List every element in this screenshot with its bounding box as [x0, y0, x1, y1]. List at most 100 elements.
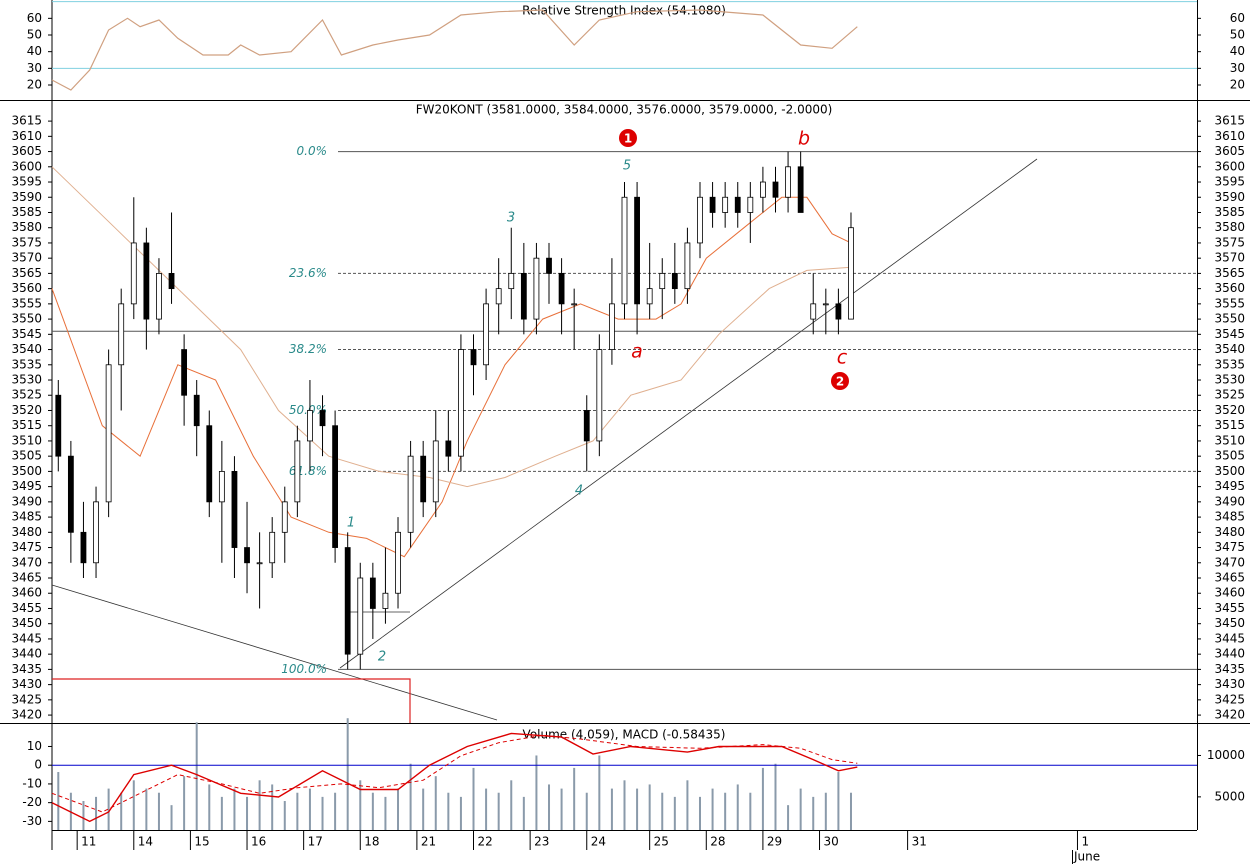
volume-bar — [485, 788, 488, 830]
y-tick-label: -20 — [22, 795, 42, 809]
macd-line — [51, 734, 858, 813]
candle-body — [181, 349, 188, 396]
y-tick-label: 3445 — [11, 631, 42, 645]
candle-body — [835, 303, 842, 320]
y2-tick-label: 3550 — [1214, 312, 1245, 326]
candle-body — [80, 531, 87, 564]
x-tick-label: 31 — [912, 835, 927, 849]
candle-body — [218, 470, 225, 503]
candle-body — [193, 394, 200, 427]
y2-tick-label: 3480 — [1214, 525, 1245, 539]
volume-bar — [321, 796, 324, 830]
candle-body — [168, 273, 175, 290]
y2-tick-label: 3555 — [1214, 296, 1245, 310]
y2-tick-label: 3505 — [1214, 449, 1245, 463]
y2-tick-label: 60 — [1230, 11, 1245, 25]
y2-tick-label: 3590 — [1214, 190, 1245, 204]
volume-bar — [397, 788, 400, 830]
circle-label: 2 — [836, 375, 844, 389]
y2-tick-label: 3460 — [1214, 586, 1245, 600]
y-tick-label: 3600 — [11, 159, 42, 173]
volume-bar — [698, 796, 701, 830]
x-tick-label: 15 — [194, 835, 209, 849]
candle-body — [445, 440, 452, 457]
x-tick-label: 28 — [710, 835, 725, 849]
abc-label: a — [631, 341, 643, 363]
volume-bar — [145, 788, 148, 830]
volume-bar — [648, 784, 651, 830]
candle-body — [697, 196, 703, 244]
volume-bar — [422, 788, 425, 830]
wave-label: 1 — [347, 516, 355, 531]
y-tick-label: 3440 — [11, 647, 42, 661]
fib-label: 50.0% — [289, 403, 327, 417]
volume-bar — [447, 792, 450, 830]
candle-body — [646, 288, 653, 305]
y2-tick-label: 3495 — [1214, 479, 1245, 493]
volume-bar — [724, 792, 727, 830]
candle-body — [143, 242, 150, 320]
candle-body — [684, 242, 691, 290]
volume-bar — [497, 792, 500, 830]
y-tick-label: 3550 — [11, 312, 42, 326]
candle-body — [231, 470, 238, 548]
candle-body — [734, 196, 741, 213]
volume-bar — [308, 788, 311, 830]
y-tick-label: 3615 — [11, 114, 42, 128]
y-tick-label: 3435 — [11, 662, 42, 676]
volume-macd-title: Volume (4,059), MACD (-0.58435) — [523, 728, 726, 742]
candle-body — [508, 273, 515, 290]
candle-body — [105, 364, 112, 503]
candle-body — [634, 196, 640, 305]
volume-bar — [334, 792, 337, 830]
x-tick-label: 23 — [534, 835, 549, 849]
y-tick-label: 50 — [27, 28, 42, 42]
y-tick-label: 3575 — [11, 235, 42, 249]
candle-body — [596, 349, 603, 442]
y2-tick-label: 3500 — [1214, 464, 1245, 478]
volume-bar — [183, 776, 186, 830]
candle-body — [130, 242, 137, 305]
y-tick-label: 3475 — [11, 540, 42, 554]
y2-tick-label: 3610 — [1214, 129, 1245, 143]
candle-body — [369, 577, 376, 609]
candle-body — [810, 303, 817, 320]
volume-bar — [246, 796, 249, 830]
y2-tick-label: 3520 — [1214, 403, 1245, 417]
volume-bar — [661, 792, 664, 830]
volume-bar — [283, 801, 286, 830]
volume-bar — [510, 780, 513, 830]
y2-tick-label: 3445 — [1214, 631, 1245, 645]
x-tick-label: 14 — [138, 835, 153, 849]
volume-bar — [95, 796, 98, 830]
wave-label: 3 — [507, 211, 515, 226]
volume-bar — [208, 784, 211, 830]
y-tick-label: 60 — [27, 11, 42, 25]
candle-body — [93, 501, 99, 564]
y-tick-label: 30 — [27, 61, 42, 75]
volume-bar — [774, 763, 777, 830]
fib-label: 0.0% — [297, 144, 328, 158]
y2-tick-label: 3425 — [1214, 692, 1245, 706]
y2-tick-label: 50 — [1230, 28, 1245, 42]
volume-bar — [233, 788, 236, 830]
candle-body — [533, 257, 540, 320]
volume-bar — [459, 796, 462, 830]
y-tick-label: 3485 — [11, 510, 42, 524]
volume-bar — [157, 792, 160, 830]
y-tick-label: 3455 — [11, 601, 42, 615]
x-tick-label: 11 — [81, 835, 96, 849]
y2-tick-label: 3595 — [1214, 175, 1245, 189]
y-tick-label: 3555 — [11, 296, 42, 310]
x-tick-label: 24 — [591, 835, 606, 849]
volume-bar — [686, 780, 689, 830]
y2-tick-label: 3455 — [1214, 601, 1245, 615]
y-tick-label: 3450 — [11, 616, 42, 630]
circle-marker — [619, 129, 637, 147]
volume-bar — [812, 796, 815, 830]
volume-bar — [57, 772, 60, 830]
y-tick-label: 3545 — [11, 327, 42, 341]
y2-tick-label: 3515 — [1214, 418, 1245, 432]
x-tick-label: 22 — [478, 835, 493, 849]
